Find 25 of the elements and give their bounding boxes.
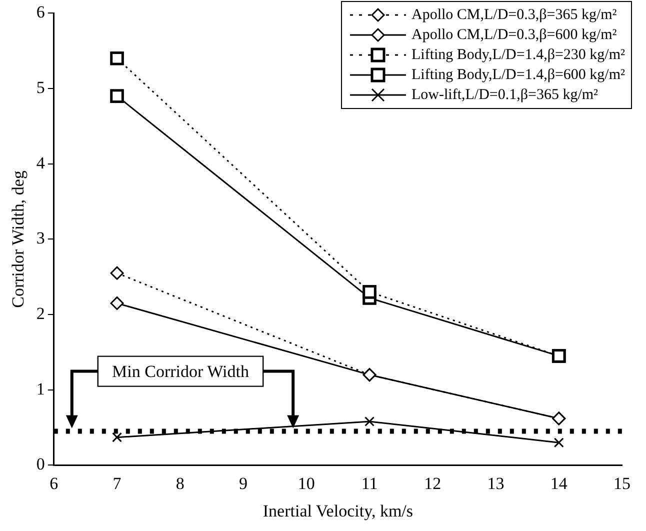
x-tick-label: 14 — [550, 474, 568, 493]
y-axis-title: Corridor Width, deg — [8, 170, 28, 308]
x-tick-label: 6 — [50, 474, 58, 493]
x-tick-label: 10 — [298, 474, 315, 493]
legend-label: Apollo CM,L/D=0.3,β=365 kg/m² — [412, 6, 617, 25]
x-tick-label: 11 — [361, 474, 378, 493]
x-tick-label: 13 — [487, 474, 504, 493]
x-tick-label: 8 — [176, 474, 184, 493]
y-tick-label: 6 — [36, 2, 45, 22]
y-tick-label: 2 — [36, 304, 45, 323]
x-tick-label: 15 — [614, 474, 630, 493]
x-tick-label: 7 — [112, 474, 122, 493]
y-tick-label: 5 — [36, 78, 45, 97]
y-tick-label: 1 — [36, 379, 45, 398]
legend-label: Low-lift,L/D=0.1,β=365 kg/m² — [412, 86, 598, 105]
y-tick-label: 4 — [36, 153, 46, 172]
x-tick-label: 12 — [424, 474, 442, 493]
x-axis-title: Inertial Velocity, km/s — [262, 501, 414, 520]
legend-label: Apollo CM,L/D=0.3,β=600 kg/m² — [412, 26, 617, 45]
y-tick-label: 0 — [36, 454, 45, 474]
ref-line-label: Min Corridor Width — [112, 362, 250, 381]
legend-label: Lifting Body,L/D=1.4,β=230 kg/m² — [412, 46, 625, 65]
x-tick-label: 9 — [239, 474, 248, 493]
y-tick-label: 3 — [36, 228, 45, 248]
legend-label: Lifting Body,L/D=1.4,β=600 kg/m² — [412, 66, 625, 85]
